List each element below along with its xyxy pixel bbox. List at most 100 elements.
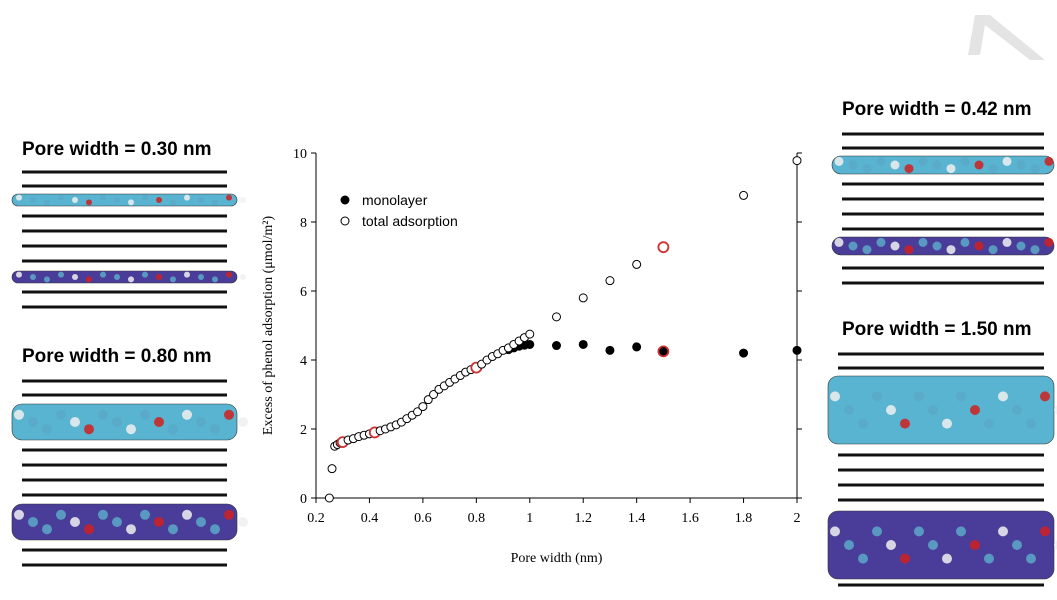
panel-title: Pore width = 0.30 nm [22,139,212,160]
atom [16,194,22,201]
data-point [578,293,588,303]
atom [128,199,134,206]
atom [998,526,1008,537]
atom [182,409,192,420]
atom [1002,156,1012,166]
atom [928,405,938,415]
atom [100,194,106,201]
atom [834,237,844,247]
atom [156,197,162,203]
data-point [657,241,670,254]
atom [900,553,910,564]
data-point [552,341,561,351]
x-tick-label: 1.8 [735,511,753,526]
atom [114,197,120,203]
panel-title: Pore width = 1.50 nm [842,319,1032,340]
atom [844,405,854,415]
atom [84,424,94,435]
y-tick-label: 0 [300,492,307,507]
atom [28,417,38,427]
atom [932,241,942,251]
atom [126,424,136,435]
atom [126,524,136,535]
atom [862,164,872,174]
x-tick-label: 0.8 [468,511,486,526]
atom [240,197,246,203]
data-point [552,312,561,322]
atom [196,417,206,427]
atom [170,276,176,283]
data-point [525,329,535,339]
atom [140,509,150,520]
atom [904,245,914,255]
atom [970,405,980,415]
legend-marker [340,195,350,205]
molecule-layer [831,155,1055,175]
atom [198,274,204,280]
atom [182,509,192,520]
atom [210,424,220,435]
y-tick-label: 10 [293,147,307,162]
legend-label: total adsorption [362,213,458,229]
data-point [792,345,802,355]
atom [984,553,994,564]
atom [1030,245,1040,255]
atom [844,540,854,550]
atom [960,156,970,166]
atom [1040,526,1050,537]
atom [1026,553,1036,564]
atom [918,237,928,247]
data-point [739,348,749,358]
data-point [657,345,670,358]
atom [970,540,980,550]
atom [30,197,36,203]
atom [904,164,914,174]
atom [212,276,218,283]
atom [1030,164,1040,174]
molecule-layer [11,403,238,441]
atom [858,418,868,429]
x-axis-label: Pore width (nm) [511,551,603,566]
atom [1026,418,1036,429]
atom [886,540,896,550]
atom [974,160,984,170]
molecule-layer [11,503,238,541]
data-point [792,156,802,166]
atom [1054,540,1057,550]
panel-title: Pore width = 0.80 nm [22,346,212,367]
atom [142,194,148,201]
atom [42,424,52,435]
x-tick-label: 1 [526,511,533,526]
x-tick-label: 1.6 [681,511,699,526]
atom [44,276,50,283]
atom [1016,241,1026,251]
atom [196,517,206,527]
atom [128,276,134,283]
atom [100,271,106,278]
atom [988,245,998,255]
legend-marker [340,216,350,226]
atom [58,194,64,201]
atom [72,274,78,280]
atom [140,409,150,420]
atom [848,241,858,251]
atom [830,526,840,537]
x-tick-label: 0.6 [414,511,432,526]
atom [914,526,924,537]
data-point [324,493,334,503]
atom [168,524,178,535]
atom [1016,160,1026,170]
atom [142,271,148,278]
data-point [632,259,642,269]
atom [848,160,858,170]
atom [44,199,50,206]
data-point [739,190,749,200]
atom [928,540,938,550]
data-point [423,395,433,405]
atom [876,156,886,166]
atom [998,391,1008,402]
atom [70,517,80,527]
atom [170,199,176,206]
atom [42,524,52,535]
x-tick-label: 0.2 [307,511,325,526]
